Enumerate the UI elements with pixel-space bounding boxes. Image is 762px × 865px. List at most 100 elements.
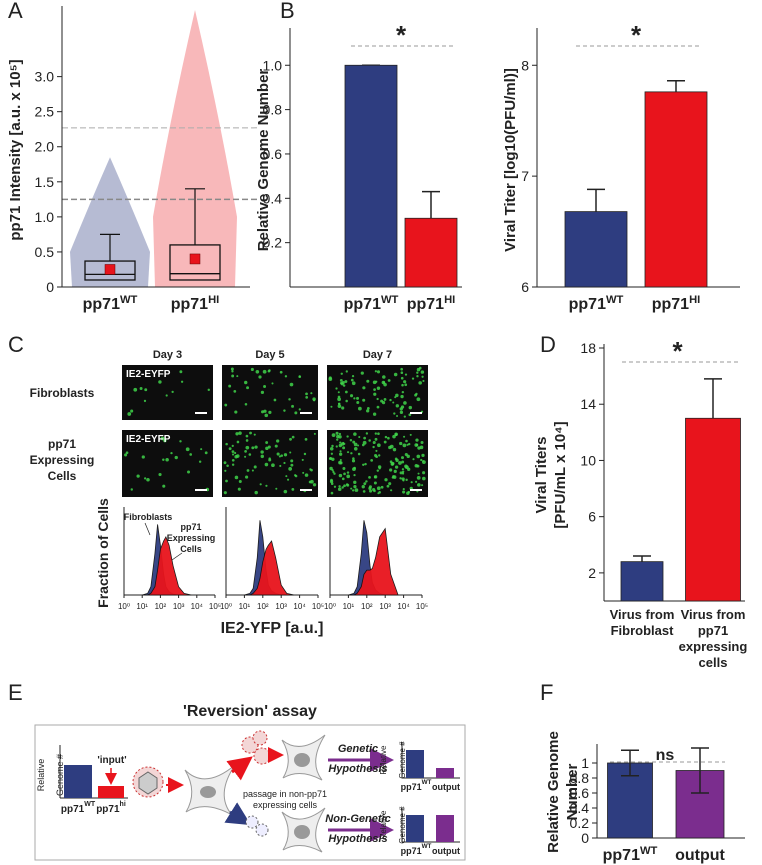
cell-spot bbox=[231, 450, 235, 454]
cell-spot bbox=[336, 438, 339, 441]
cell-spot bbox=[416, 375, 419, 378]
box bbox=[169, 244, 221, 281]
mean bbox=[104, 264, 116, 275]
cell-spot bbox=[330, 452, 333, 455]
nucleus bbox=[294, 825, 310, 839]
virus bbox=[253, 747, 271, 765]
cell-spot bbox=[265, 441, 269, 444]
arrow bbox=[226, 756, 253, 781]
cell-spot bbox=[394, 433, 398, 437]
cell-spot bbox=[387, 379, 391, 382]
cell-spot bbox=[144, 388, 148, 392]
label-sup: WT bbox=[606, 294, 624, 306]
cell-spot bbox=[267, 369, 271, 373]
y-axis-label: Relative Genome bbox=[545, 731, 562, 853]
cell-spot bbox=[384, 435, 388, 439]
error-bar bbox=[621, 749, 639, 777]
cell-spot bbox=[395, 393, 399, 398]
cell-spot bbox=[362, 490, 366, 493]
cell-spot bbox=[328, 377, 333, 381]
cell-spot bbox=[422, 471, 426, 475]
leader bbox=[171, 552, 183, 561]
cell-spot bbox=[283, 409, 286, 412]
cell-spot bbox=[344, 390, 348, 394]
cell-spot bbox=[418, 381, 422, 385]
schematic-bar bbox=[406, 815, 424, 842]
diagram-e bbox=[34, 724, 466, 861]
y-axis-label: Relative bbox=[379, 745, 388, 774]
mean bbox=[189, 253, 201, 265]
nucleus bbox=[294, 753, 310, 767]
label-sup: hi bbox=[120, 801, 126, 808]
cell-spot bbox=[294, 474, 297, 477]
cell-spot bbox=[399, 471, 403, 475]
bar bbox=[344, 64, 398, 288]
cell-spot bbox=[401, 472, 405, 475]
cell-spot bbox=[160, 436, 165, 441]
cell-spot bbox=[276, 452, 280, 456]
cell-spot bbox=[389, 468, 393, 472]
cell-spot bbox=[378, 454, 381, 457]
significance-label: ns bbox=[656, 747, 675, 764]
image-label: IE2-EYFP bbox=[126, 369, 171, 380]
cell-spot bbox=[376, 397, 379, 401]
cell-spot bbox=[384, 478, 388, 482]
panel-label: A bbox=[8, 0, 23, 23]
label-sup: HI bbox=[208, 294, 219, 306]
cell-spot bbox=[158, 380, 162, 384]
cell-spot bbox=[346, 483, 350, 487]
arrow bbox=[224, 802, 252, 826]
cell-spot bbox=[362, 386, 366, 390]
cell-spot bbox=[401, 468, 405, 471]
cell-spot bbox=[422, 460, 425, 463]
cell-spot bbox=[245, 445, 250, 450]
cell-spot bbox=[288, 398, 291, 401]
cell-spot bbox=[304, 438, 308, 441]
cell-spot bbox=[376, 386, 381, 390]
x-tick-label: Virus from bbox=[681, 607, 746, 622]
bar bbox=[644, 91, 708, 288]
cell-spot bbox=[421, 375, 424, 378]
hypothesis-label: Genetic bbox=[338, 743, 378, 755]
panel-label: E bbox=[8, 680, 23, 705]
cell-spot bbox=[368, 439, 371, 442]
cell-spot bbox=[262, 369, 267, 374]
x-tick-label: 10³ bbox=[275, 602, 287, 611]
cell-spot bbox=[420, 441, 424, 445]
cell-spot bbox=[389, 398, 392, 402]
hypothesis-label: Non-Genetic bbox=[325, 813, 390, 825]
cell-spot bbox=[351, 459, 356, 463]
cell-spot bbox=[400, 376, 404, 380]
cell-spot bbox=[291, 404, 295, 408]
hypothesis-label: Hypothesis bbox=[328, 833, 387, 845]
cell-spot bbox=[392, 475, 395, 478]
cell-spot bbox=[251, 469, 254, 472]
virus-core bbox=[138, 771, 158, 795]
cell-spot bbox=[350, 452, 353, 455]
significance-label: * bbox=[631, 20, 642, 50]
cell-spot bbox=[234, 410, 238, 414]
cell-spot bbox=[333, 485, 337, 488]
cell-spot bbox=[363, 436, 367, 440]
cell-spot bbox=[361, 485, 365, 489]
x-tick-label: 10¹ bbox=[239, 602, 251, 611]
cell-spot bbox=[124, 453, 128, 457]
cell-spot bbox=[254, 445, 258, 449]
cell-spot bbox=[393, 469, 397, 473]
cell-spot bbox=[351, 375, 355, 378]
cell-spot bbox=[335, 387, 338, 390]
cell-spot bbox=[376, 486, 381, 491]
x-tick-label: 10² bbox=[155, 602, 167, 611]
cell-spot bbox=[399, 410, 404, 415]
cell-spot bbox=[380, 485, 384, 489]
cell-spot bbox=[420, 458, 423, 462]
error-bar bbox=[422, 190, 440, 219]
y-tick-label: 0.8 bbox=[570, 770, 590, 786]
cell-spot bbox=[340, 372, 343, 375]
cell-spot bbox=[383, 440, 387, 444]
y-axis-label: Number bbox=[564, 764, 581, 821]
y-tick-label: 6 bbox=[588, 509, 596, 525]
cell-spot bbox=[331, 457, 335, 462]
cell-spot bbox=[231, 374, 235, 378]
